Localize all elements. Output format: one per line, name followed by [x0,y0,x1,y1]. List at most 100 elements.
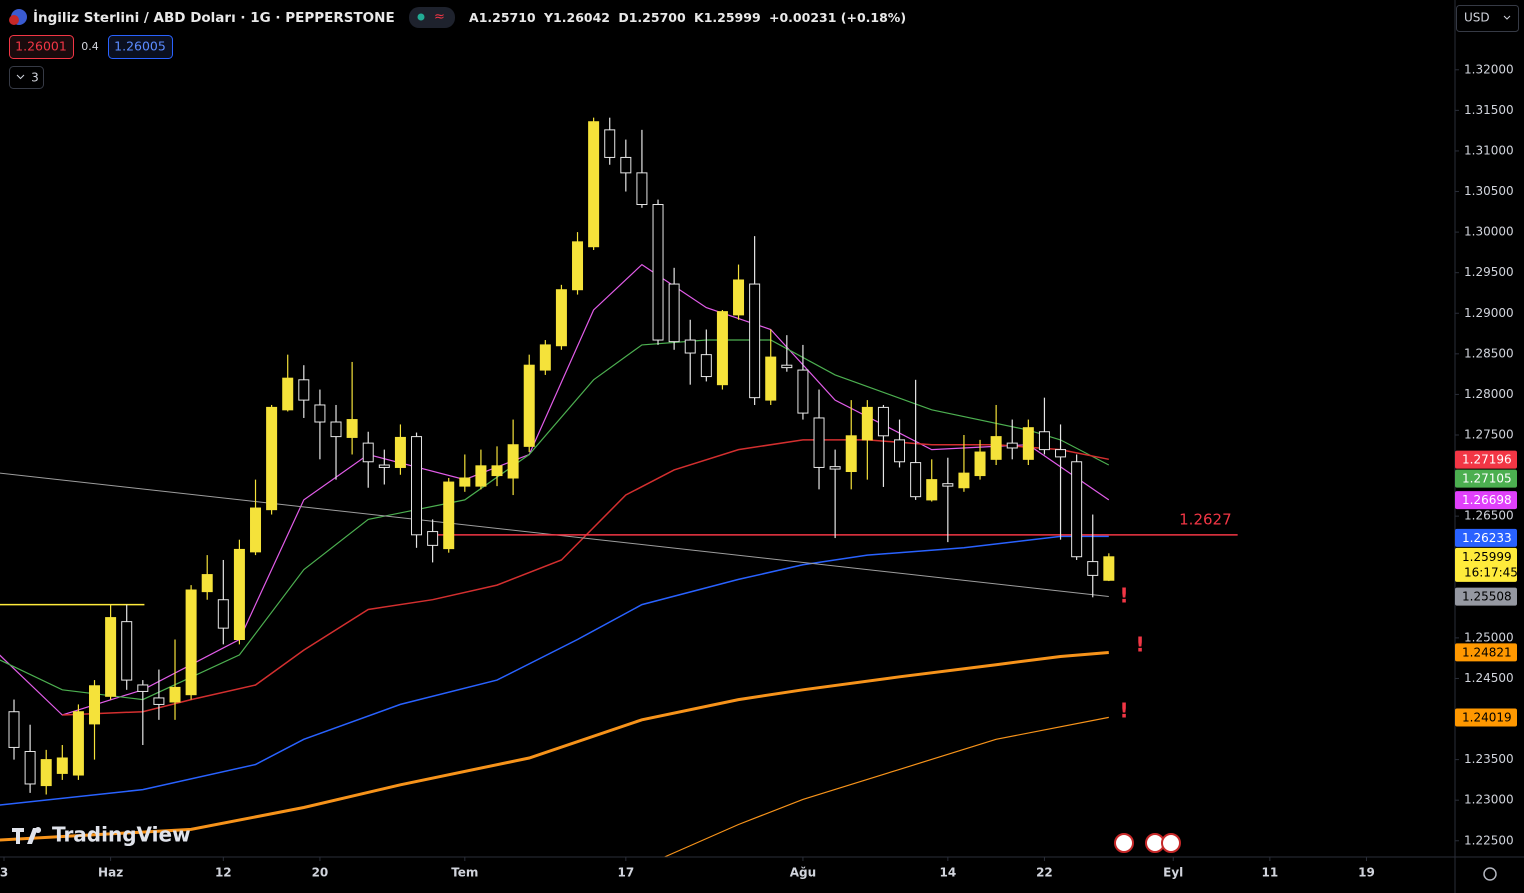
x-tick-label: 11 [1261,866,1278,880]
x-tick-label: 3 [0,866,8,880]
price-label-text: 1.26698 [1462,493,1512,507]
price-label-text: 1.26233 [1462,531,1512,545]
candle-body [394,436,406,468]
indicator-line [0,535,1109,806]
y-tick-label: 1.29000 [1464,306,1514,320]
candle-body [829,466,841,470]
status-pill[interactable] [409,7,455,28]
price-label [1455,491,1517,510]
x-tick-label: Eyl [1163,866,1183,880]
price-label [1455,708,1517,727]
candle-body [185,589,197,696]
y-tick-label: 1.23000 [1464,793,1514,807]
candle-body [894,439,906,463]
candle-body [169,686,181,703]
indicator-line [0,339,1110,701]
candle-body [459,477,471,487]
candle-body [684,339,696,354]
x-tick-label: 22 [1036,866,1053,880]
candle-body [958,472,970,489]
buy-button[interactable] [108,35,173,59]
chevron [1503,15,1511,20]
y-tick-label: 1.30000 [1464,225,1514,239]
candle-body [217,599,229,629]
ohlc-value: 1.25999 [704,10,761,25]
price-label-text: 1.24821 [1462,645,1512,659]
x-tick-label: Haz [98,866,123,880]
event-marker[interactable]: ! [1119,699,1128,723]
indicators-toggle[interactable] [9,66,44,89]
candle-body [974,451,986,477]
candle-body [797,369,809,414]
symbol-icon [9,15,19,25]
x-tick-label: Tem [451,866,478,880]
y-tick-label: 1.23500 [1464,752,1514,766]
candle-body [861,406,873,441]
countdown: 16:17:45 [1464,565,1518,579]
candle-body [201,574,213,593]
candle-body [427,531,439,546]
candle-body [1006,442,1018,449]
candle-body [346,419,358,438]
chevron [16,74,25,80]
price-label [1455,528,1517,547]
candle-body [105,617,117,697]
event-marker[interactable]: ! [1119,584,1128,608]
candle-body [233,548,245,641]
candle-body [24,750,36,785]
candle-body [1055,449,1067,458]
y-tick-label: 1.25000 [1464,630,1514,644]
ohlc-key: Y [543,10,554,25]
candle-body [8,711,20,748]
price-label [1455,547,1517,582]
y-tick-label: 1.29500 [1464,265,1514,279]
x-tick-label: 19 [1358,866,1375,880]
news-flag[interactable] [1161,833,1181,853]
y-tick-label: 1.22500 [1464,833,1514,847]
candle-body [266,406,278,511]
candle-body [72,711,84,776]
currency-button[interactable] [1456,5,1519,32]
line-label: 1.2627 [1179,510,1232,528]
candle-body [926,479,938,501]
buy-price: 1.26005 [114,39,166,54]
y-tick-label: 1.30500 [1464,184,1514,198]
candle-body [1071,461,1083,558]
candle-body [539,344,551,371]
candle-body [507,444,519,479]
candle-body [1038,431,1050,451]
news-flag[interactable] [1114,833,1134,853]
candle-body [604,129,616,158]
market-status [417,13,425,21]
candle-body [137,684,149,692]
candle-body [942,483,954,487]
x-tick-label: Ağu [790,866,816,880]
y-tick-label: 1.24500 [1464,671,1514,685]
y-tick-label: 1.26500 [1464,509,1514,523]
event-marker[interactable]: ! [1135,633,1144,657]
candle-body [845,435,857,473]
logo-text: TradingView [52,823,191,847]
indicator-line [664,716,1109,858]
settings-button[interactable] [1483,867,1497,881]
candle-body [588,121,600,248]
y-tick-label: 1.28500 [1464,346,1514,360]
y-tick-label: 1.27500 [1464,427,1514,441]
candle-body [765,356,777,401]
candle-body [636,172,648,206]
sell-price: 1.26001 [15,39,67,54]
candle-body [652,204,664,341]
x-tick-label: 17 [617,866,634,880]
candle-body [555,289,567,347]
currency: USD [1464,11,1490,25]
y-tick-label: 1.32000 [1464,62,1514,76]
sell-button[interactable] [9,35,74,59]
price-label-text: 1.24019 [1462,710,1512,724]
candle-body [121,621,133,681]
price-label-text: 1.25508 [1462,590,1512,604]
candle-body [620,156,632,174]
candle-body [153,697,165,705]
price-label [1455,469,1517,488]
symbol-title[interactable]: İngiliz Sterlini / ABD Doları · 1G · PEP… [33,9,395,26]
